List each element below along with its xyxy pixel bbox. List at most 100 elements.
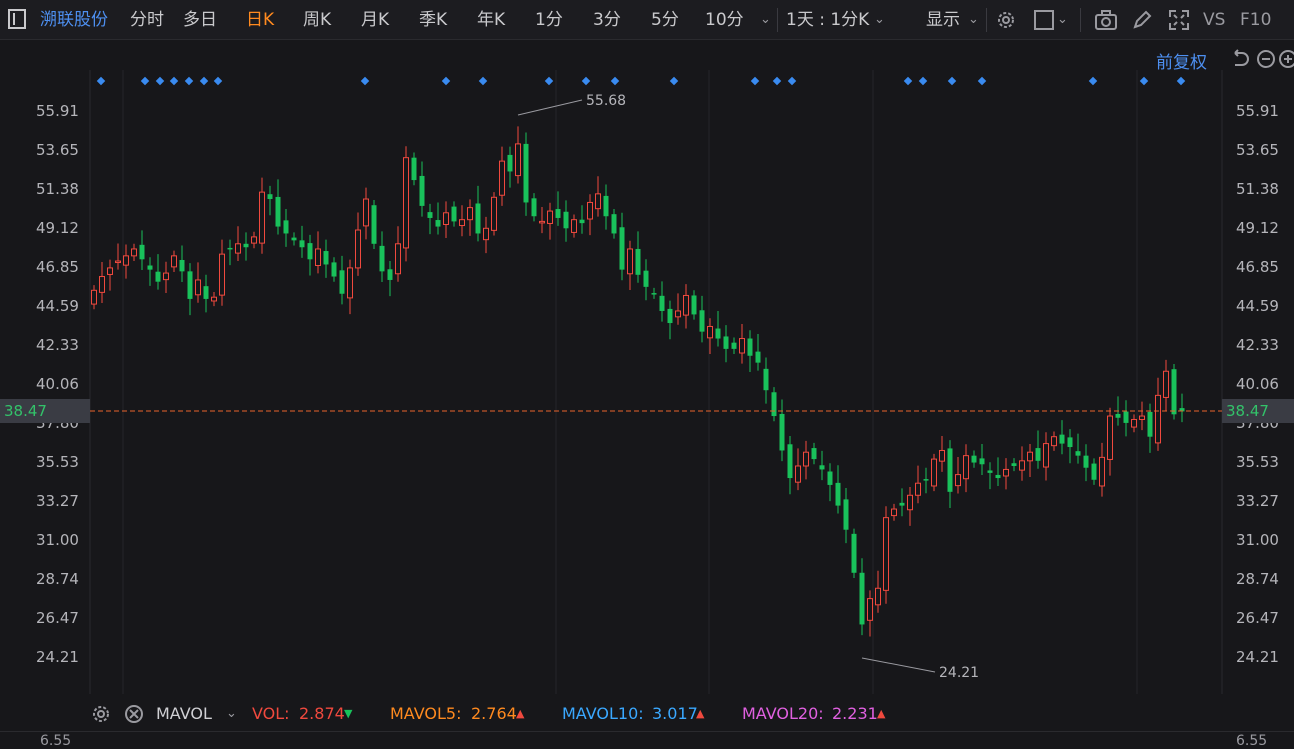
stock-name[interactable]: 溯联股份 xyxy=(40,10,108,30)
candle-up xyxy=(803,451,809,467)
candle-down xyxy=(611,214,617,234)
candle-up xyxy=(251,236,257,244)
candle-up xyxy=(219,253,225,296)
candle-up xyxy=(931,458,937,487)
tab-3min[interactable]: 3分 xyxy=(593,10,621,30)
candle-down xyxy=(731,342,737,349)
top-toolbar: 溯联股份 分时 多日 日K 周K 月K 季K 年K 1分 3分 5分 10分 ⌄… xyxy=(0,0,1294,40)
divider xyxy=(777,8,778,32)
zoom-in-icon[interactable] xyxy=(1278,49,1294,69)
candle-down xyxy=(147,265,153,270)
tab-1min[interactable]: 1分 xyxy=(535,10,563,30)
vs-compare-button[interactable]: VS xyxy=(1203,10,1226,30)
adjust-mode-button[interactable]: 前复权 xyxy=(1156,53,1207,73)
event-marker xyxy=(610,76,620,86)
candle-down xyxy=(1171,369,1177,415)
candle-down xyxy=(1147,411,1153,437)
zoom-out-icon[interactable] xyxy=(1256,49,1276,69)
y-tick-label: 33.27 xyxy=(1236,492,1279,510)
indicator-name[interactable]: MAVOL xyxy=(156,704,212,723)
mavol5-up-arrow-icon: ▲ xyxy=(516,707,525,720)
display-menu[interactable]: 显示 xyxy=(926,10,960,30)
y-tick-label: 49.12 xyxy=(36,219,79,237)
interval-select[interactable]: 1天 : 1分K xyxy=(786,10,870,30)
tab-5min[interactable]: 5分 xyxy=(651,10,679,30)
y-tick-label: 44.59 xyxy=(1236,297,1279,315)
candles xyxy=(91,126,1185,637)
candle-down xyxy=(435,220,441,227)
candle-down xyxy=(691,295,697,315)
indicator-settings-gear-icon[interactable] xyxy=(91,704,111,724)
y-axis-left: 55.91 53.65 51.38 49.12 46.85 44.59 42.33 40.06… xyxy=(36,102,79,666)
candle-up xyxy=(571,219,577,233)
candle-down xyxy=(1179,408,1185,412)
candle-down xyxy=(859,572,865,625)
mavol10-value: 3.017 xyxy=(652,704,698,723)
candle-down xyxy=(723,336,729,349)
current-price-left: 38.47 xyxy=(0,399,90,423)
candle-up xyxy=(363,198,369,227)
undo-icon[interactable] xyxy=(1229,49,1249,69)
f10-button[interactable]: F10 xyxy=(1240,10,1272,30)
mavol10-up-arrow-icon: ▲ xyxy=(696,707,705,720)
event-marker xyxy=(581,76,591,86)
camera-icon[interactable] xyxy=(1094,9,1118,31)
candle-up xyxy=(195,279,201,296)
candlestick-chart[interactable]: 55.91 53.65 51.38 49.12 46.85 44.59 42.33 40.06… xyxy=(0,40,1294,741)
event-marker xyxy=(140,76,150,86)
display-chevron-down-icon[interactable]: ⌄ xyxy=(968,12,979,27)
layout-chevron-down-icon[interactable]: ⌄ xyxy=(1057,12,1068,27)
fullscreen-icon[interactable] xyxy=(1168,9,1190,31)
y-tick-label: 31.00 xyxy=(36,531,79,549)
y-tick-label: 40.06 xyxy=(1236,375,1279,393)
candle-down xyxy=(275,196,281,227)
candle-up xyxy=(915,482,921,496)
event-marker xyxy=(544,76,554,86)
candle-up xyxy=(539,220,545,224)
tab-intraday[interactable]: 分时 xyxy=(130,10,164,30)
event-marker xyxy=(155,76,165,86)
tab-10min[interactable]: 10分 xyxy=(705,10,744,30)
candle-down xyxy=(523,143,529,203)
candle-up xyxy=(123,255,129,266)
candle-up xyxy=(483,227,489,241)
tab-quarterly-k[interactable]: 季K xyxy=(419,10,448,30)
event-marker xyxy=(1139,76,1149,86)
candle-down xyxy=(619,227,625,270)
candle-down xyxy=(203,286,209,299)
y-tick-label: 42.33 xyxy=(1236,336,1279,354)
y-tick-label: 24.21 xyxy=(36,648,79,666)
event-marker xyxy=(199,76,209,86)
candle-down xyxy=(411,157,417,181)
indicator-close-icon[interactable] xyxy=(124,704,144,724)
period-more-chevron-icon[interactable]: ⌄ xyxy=(760,12,771,27)
event-marker xyxy=(96,76,106,86)
volume-axis-label-right: 6.55 xyxy=(1236,733,1268,749)
gear-icon[interactable] xyxy=(995,9,1017,31)
volume-axis-label-left: 6.55 xyxy=(40,733,72,749)
pencil-icon[interactable] xyxy=(1131,9,1153,31)
tab-weekly-k[interactable]: 周K xyxy=(303,10,332,30)
mavol5-value: 2.764 xyxy=(471,704,517,723)
y-tick-label: 40.06 xyxy=(36,375,79,393)
tab-multi-day[interactable]: 多日 xyxy=(183,10,217,30)
candle-down xyxy=(643,270,649,287)
divider xyxy=(1080,8,1081,32)
y-tick-label: 55.91 xyxy=(36,102,79,120)
tab-daily-k[interactable]: 日K xyxy=(246,10,275,30)
candle-down xyxy=(603,195,609,217)
candle-up xyxy=(683,294,689,316)
event-marker xyxy=(213,76,223,86)
event-marker xyxy=(441,76,451,86)
layout-icon[interactable] xyxy=(1033,9,1055,31)
y-tick-label: 44.59 xyxy=(36,297,79,315)
panel-toggle-icon[interactable] xyxy=(8,9,26,29)
tab-monthly-k[interactable]: 月K xyxy=(361,10,390,30)
tab-yearly-k[interactable]: 年K xyxy=(477,10,506,30)
candle-down xyxy=(1075,451,1081,456)
candle-down xyxy=(771,392,777,417)
interval-chevron-down-icon[interactable]: ⌄ xyxy=(874,12,885,27)
candle-down xyxy=(139,244,145,260)
candle-down xyxy=(755,351,761,363)
indicator-chevron-down-icon[interactable]: ⌄ xyxy=(226,706,237,721)
